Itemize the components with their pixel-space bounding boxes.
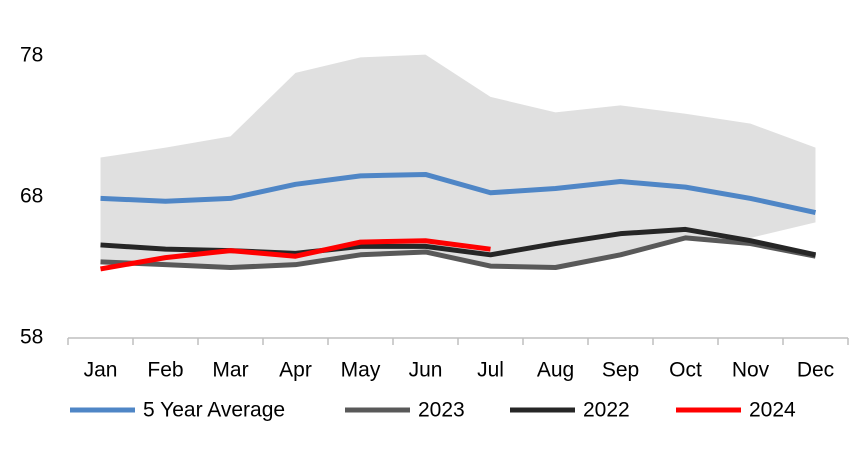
x-tick-label: Jul xyxy=(477,359,504,382)
legend-label: 2024 xyxy=(749,399,796,422)
y-tick-label: 68 xyxy=(20,185,43,208)
x-tick-label: May xyxy=(341,359,381,382)
x-tick-label: Sep xyxy=(602,359,639,382)
x-tick-label: Aug xyxy=(537,359,574,382)
x-tick-label: Jan xyxy=(84,359,118,382)
series-line xyxy=(100,171,817,215)
x-tick-label: Jun xyxy=(409,359,443,382)
y-tick-label: 58 xyxy=(20,326,43,349)
series-line xyxy=(100,235,816,270)
legend-label: 2022 xyxy=(583,399,630,422)
x-tick-label: Feb xyxy=(147,359,183,382)
range-band xyxy=(100,54,816,268)
x-tick-label: Mar xyxy=(212,359,248,382)
x-tick-label: Dec xyxy=(797,359,834,382)
x-tick-label: Nov xyxy=(732,359,770,382)
x-tick-label: Oct xyxy=(669,359,702,382)
x-tick-label: Apr xyxy=(279,359,312,382)
legend-label: 2023 xyxy=(418,399,465,422)
y-tick-label: 78 xyxy=(20,44,43,67)
series-line xyxy=(100,238,491,272)
legend-label: 5 Year Average xyxy=(143,399,285,422)
